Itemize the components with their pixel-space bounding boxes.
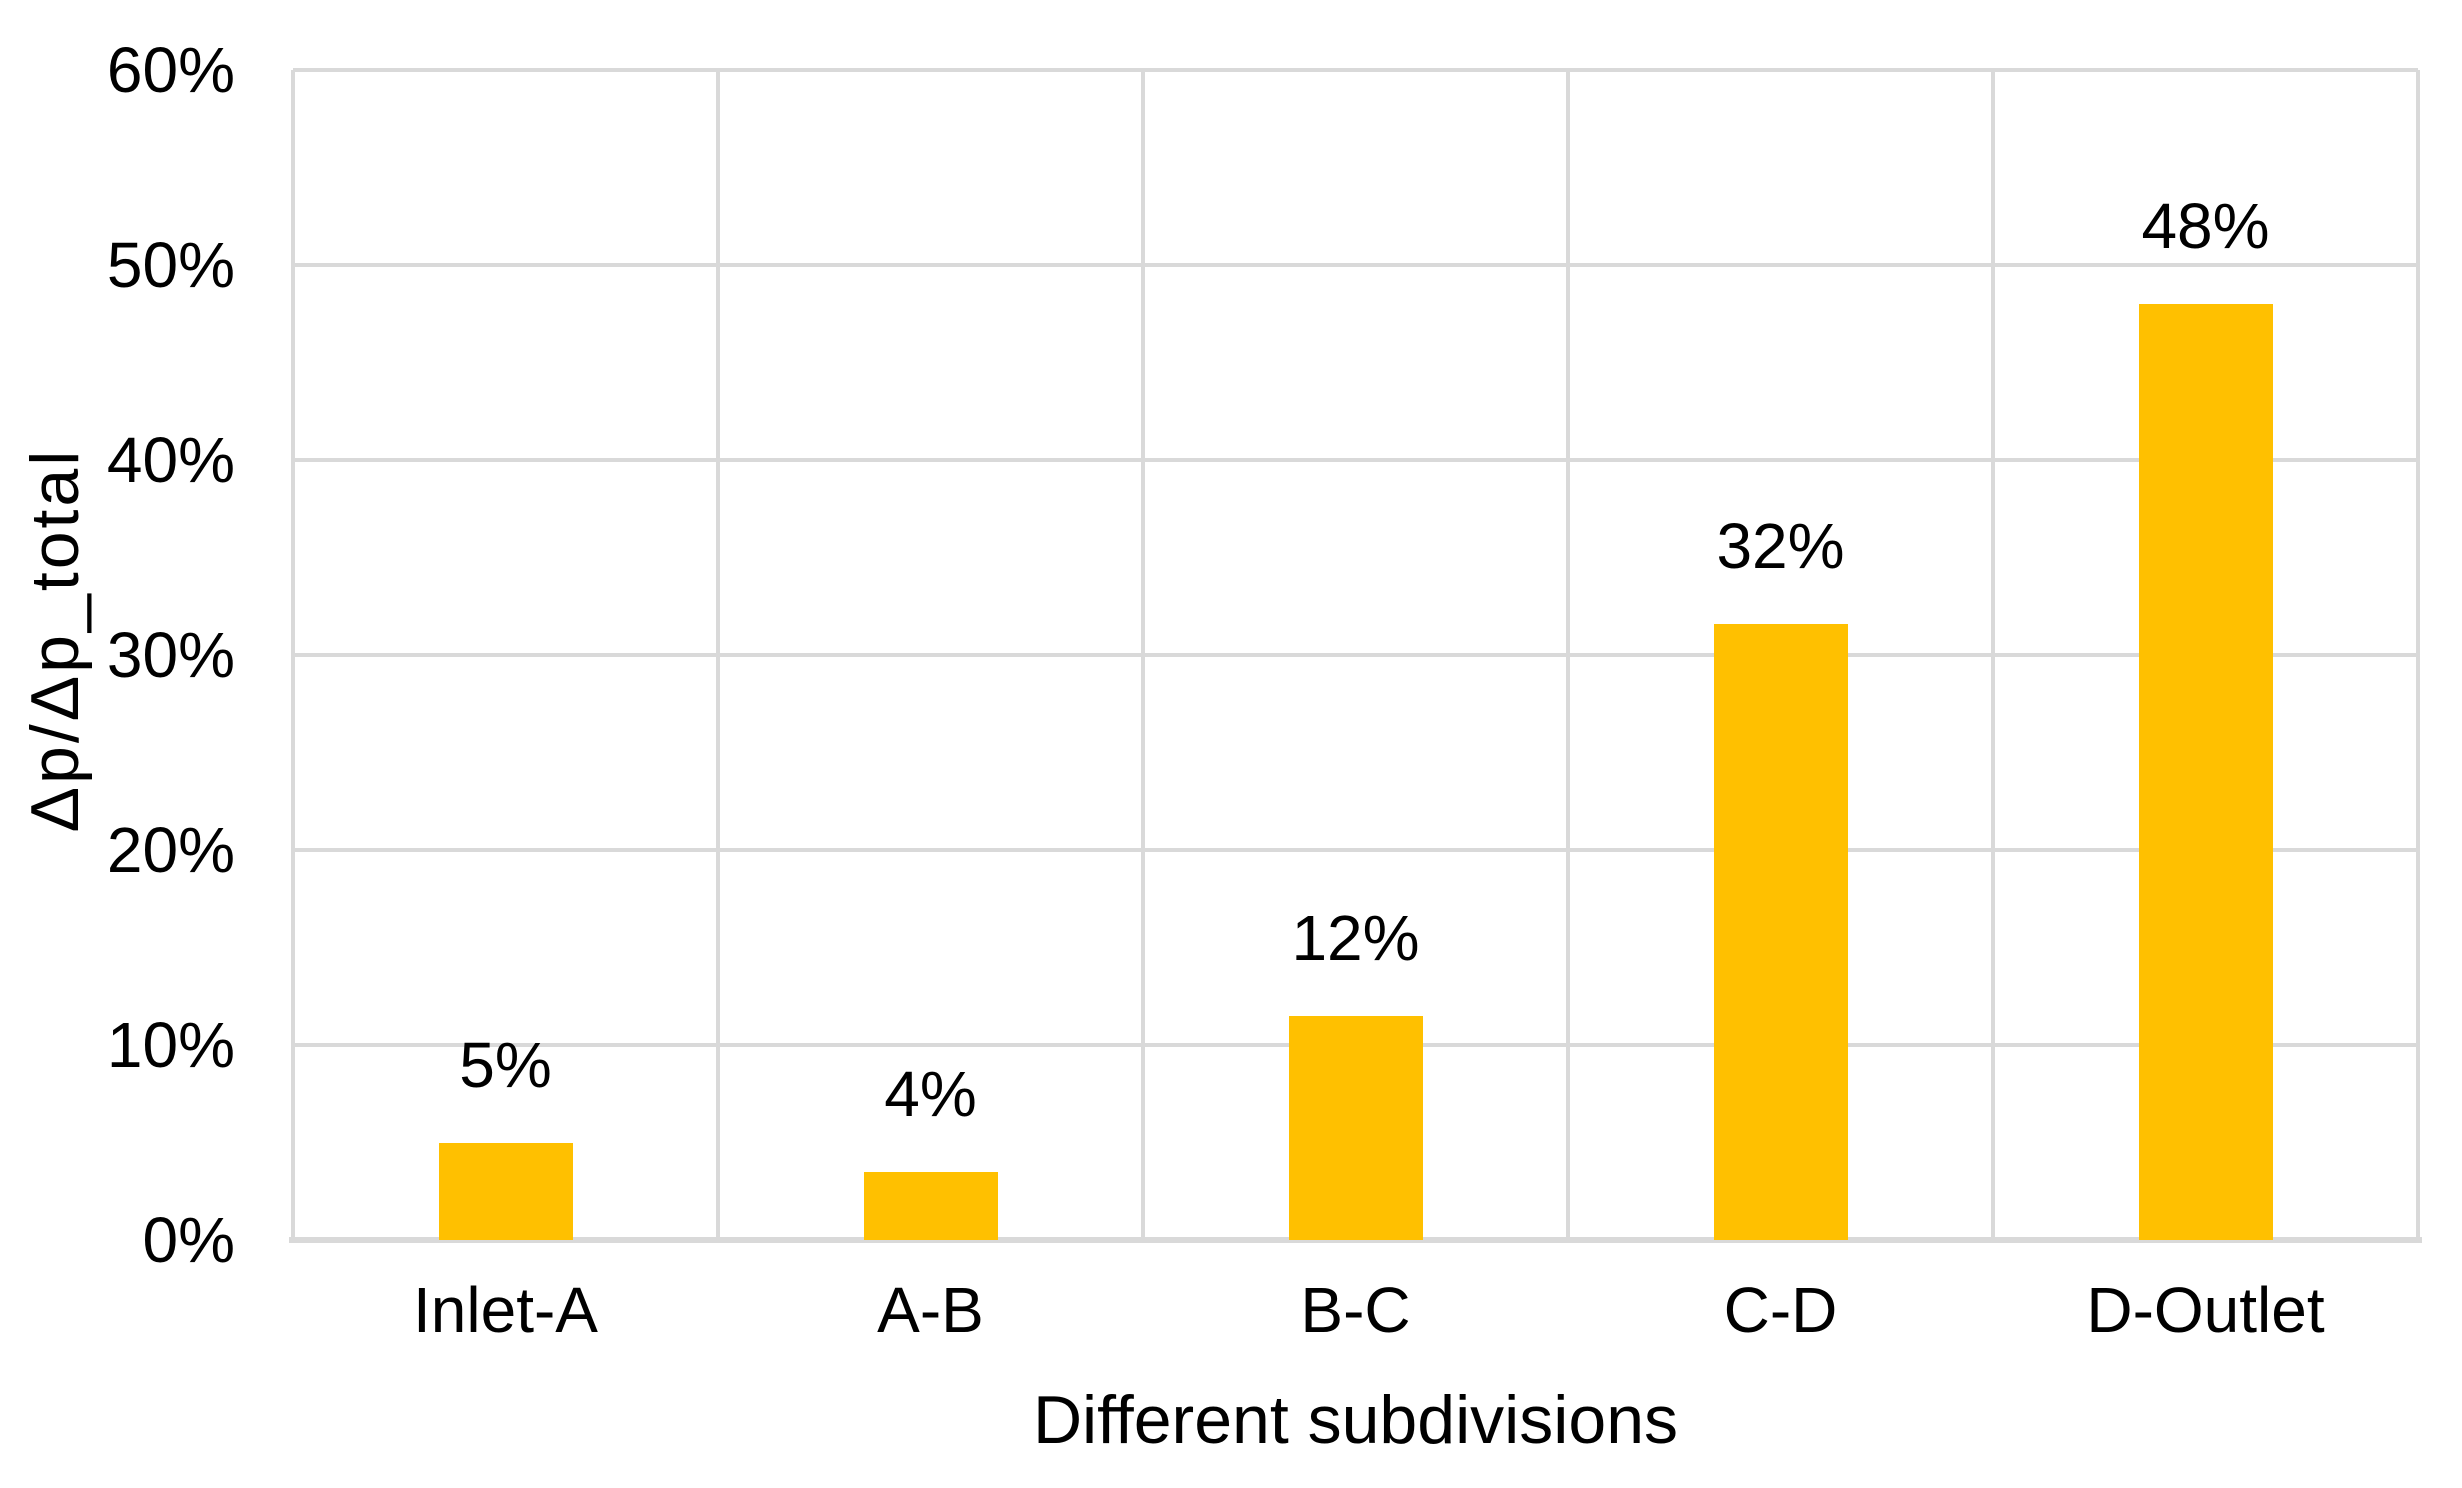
- horizontal-gridline: [293, 68, 2418, 72]
- bar-inlet-a: [438, 1142, 573, 1240]
- y-tick-label: 20%: [106, 814, 235, 886]
- vertical-gridline: [291, 70, 295, 1240]
- vertical-gridline: [1141, 70, 1145, 1240]
- vertical-gridline: [716, 70, 720, 1240]
- bar-value-label-d-outlet: 48%: [2141, 190, 2270, 262]
- plot-area: 5% 4% 12% 32% 48%: [289, 68, 2422, 1243]
- x-axis-line: [289, 1237, 2422, 1243]
- vertical-gridline: [2416, 70, 2420, 1240]
- vertical-gridline: [1991, 70, 1995, 1240]
- y-tick-label: 60%: [106, 34, 235, 106]
- bar-c-d: [1713, 623, 1848, 1240]
- y-tick-label: 50%: [106, 229, 235, 301]
- bar-value-label-c-d: 32%: [1716, 509, 1845, 582]
- vertical-gridline: [1566, 70, 1570, 1240]
- bar-value-label-inlet-a: 5%: [459, 1028, 552, 1101]
- bar-value-label-a-b: 4%: [884, 1057, 977, 1130]
- x-category-label: A-B: [877, 1274, 984, 1346]
- bar-d-outlet: [2138, 304, 2273, 1240]
- horizontal-gridline: [293, 263, 2418, 267]
- bar-value-label-b-c: 12%: [1291, 901, 1420, 974]
- y-tick-label: 30%: [106, 619, 235, 691]
- x-category-label: D-Outlet: [2086, 1274, 2325, 1346]
- x-axis-title: Different subdivisions: [1032, 1382, 1679, 1458]
- bar-a-b: [863, 1171, 998, 1240]
- x-category-label: B-C: [1300, 1274, 1411, 1346]
- y-axis-title: Δp/Δp_total: [17, 447, 93, 833]
- y-tick-label: 10%: [106, 1009, 235, 1081]
- horizontal-gridline: [293, 458, 2418, 462]
- horizontal-gridline: [293, 848, 2418, 852]
- y-tick-label: 0%: [142, 1204, 236, 1276]
- x-category-label: C-D: [1723, 1274, 1838, 1346]
- x-category-label: Inlet-A: [413, 1274, 598, 1346]
- bar-b-c: [1288, 1015, 1423, 1240]
- horizontal-gridline: [293, 653, 2418, 657]
- y-tick-label: 40%: [106, 424, 235, 496]
